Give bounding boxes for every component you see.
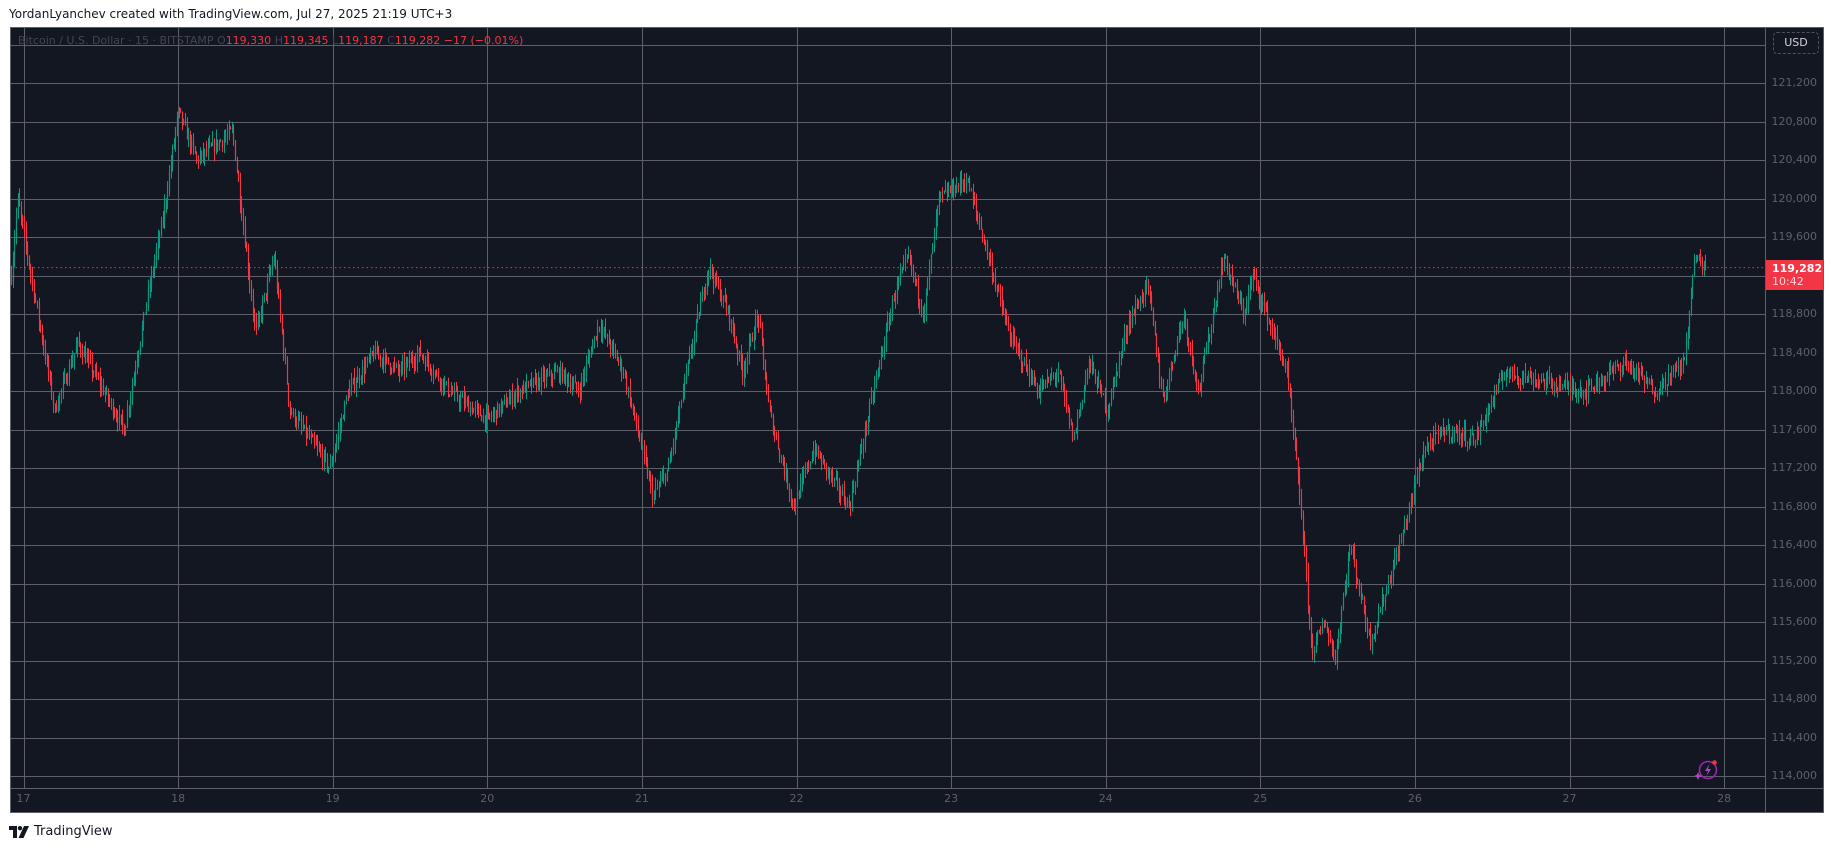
price-tick-label: 119,600 [1771, 230, 1818, 243]
low-value: 119,187 [338, 34, 384, 47]
price-tick-label: 116,400 [1771, 538, 1818, 551]
price-tick-label: 114,400 [1771, 730, 1818, 744]
time-tick-label: 22 [789, 792, 804, 805]
change-value: −17 (−0.01%) [443, 34, 524, 47]
time-tick-label: 24 [1098, 792, 1113, 805]
time-tick-label: 17 [16, 792, 31, 805]
price-tick-label: 116,800 [1771, 499, 1818, 513]
high-value: 119,345 [282, 34, 329, 47]
time-tick-label: 27 [1562, 792, 1577, 805]
price-tick-label: 117,600 [1771, 422, 1818, 436]
price-tick-label: 121,200 [1771, 76, 1818, 89]
price-tick-label: 116,000 [1771, 576, 1818, 590]
tradingview-icon [9, 825, 29, 838]
time-tick-label: 21 [634, 792, 649, 805]
time-tick-label: 26 [1407, 792, 1422, 805]
price-tick-label: 115,600 [1771, 615, 1818, 628]
symbol-legend: Bitcoin / U.S. Dollar · 15 · BITSTAMP O1… [18, 34, 524, 47]
price-tick-label: 118,400 [1771, 345, 1818, 359]
candlestick-plot[interactable] [11, 28, 1824, 813]
price-tick-label: 117,200 [1771, 461, 1818, 474]
bar-countdown: 10:42 [1772, 274, 1804, 288]
price-tick-label: 115,200 [1771, 653, 1818, 667]
time-tick-label: 28 [1717, 792, 1732, 805]
price-tick-label: 120,800 [1771, 114, 1818, 128]
chart-pane[interactable]: Bitcoin / U.S. Dollar · 15 · BITSTAMP O1… [10, 27, 1824, 813]
price-tick-label: 120,000 [1771, 191, 1818, 205]
price-tick-label: 114,000 [1771, 769, 1818, 782]
chart-credit: YordanLyanchev created with TradingView.… [9, 7, 453, 21]
time-tick-label: 19 [325, 792, 340, 805]
price-tick-label: 114,800 [1771, 692, 1818, 705]
close-value: 119,282 [394, 34, 441, 47]
time-tick-label: 18 [171, 792, 186, 805]
current-price-label: 119,282 10:42 [1766, 259, 1823, 290]
currency-button[interactable]: USD [1773, 32, 1819, 54]
time-tick-label: 25 [1253, 792, 1268, 805]
price-tick-label: 118,000 [1771, 384, 1818, 397]
symbol-title: Bitcoin / U.S. Dollar · 15 · BITSTAMP [18, 34, 214, 47]
time-tick-label: 20 [480, 792, 495, 805]
price-tick-label: 118,800 [1771, 307, 1818, 320]
time-tick-label: 23 [944, 792, 959, 805]
tradingview-logo[interactable]: TradingView [9, 824, 113, 839]
lightning-icon[interactable] [1694, 757, 1720, 783]
price-tick-label: 120,400 [1771, 153, 1818, 166]
open-value: 119,330 [225, 34, 272, 47]
